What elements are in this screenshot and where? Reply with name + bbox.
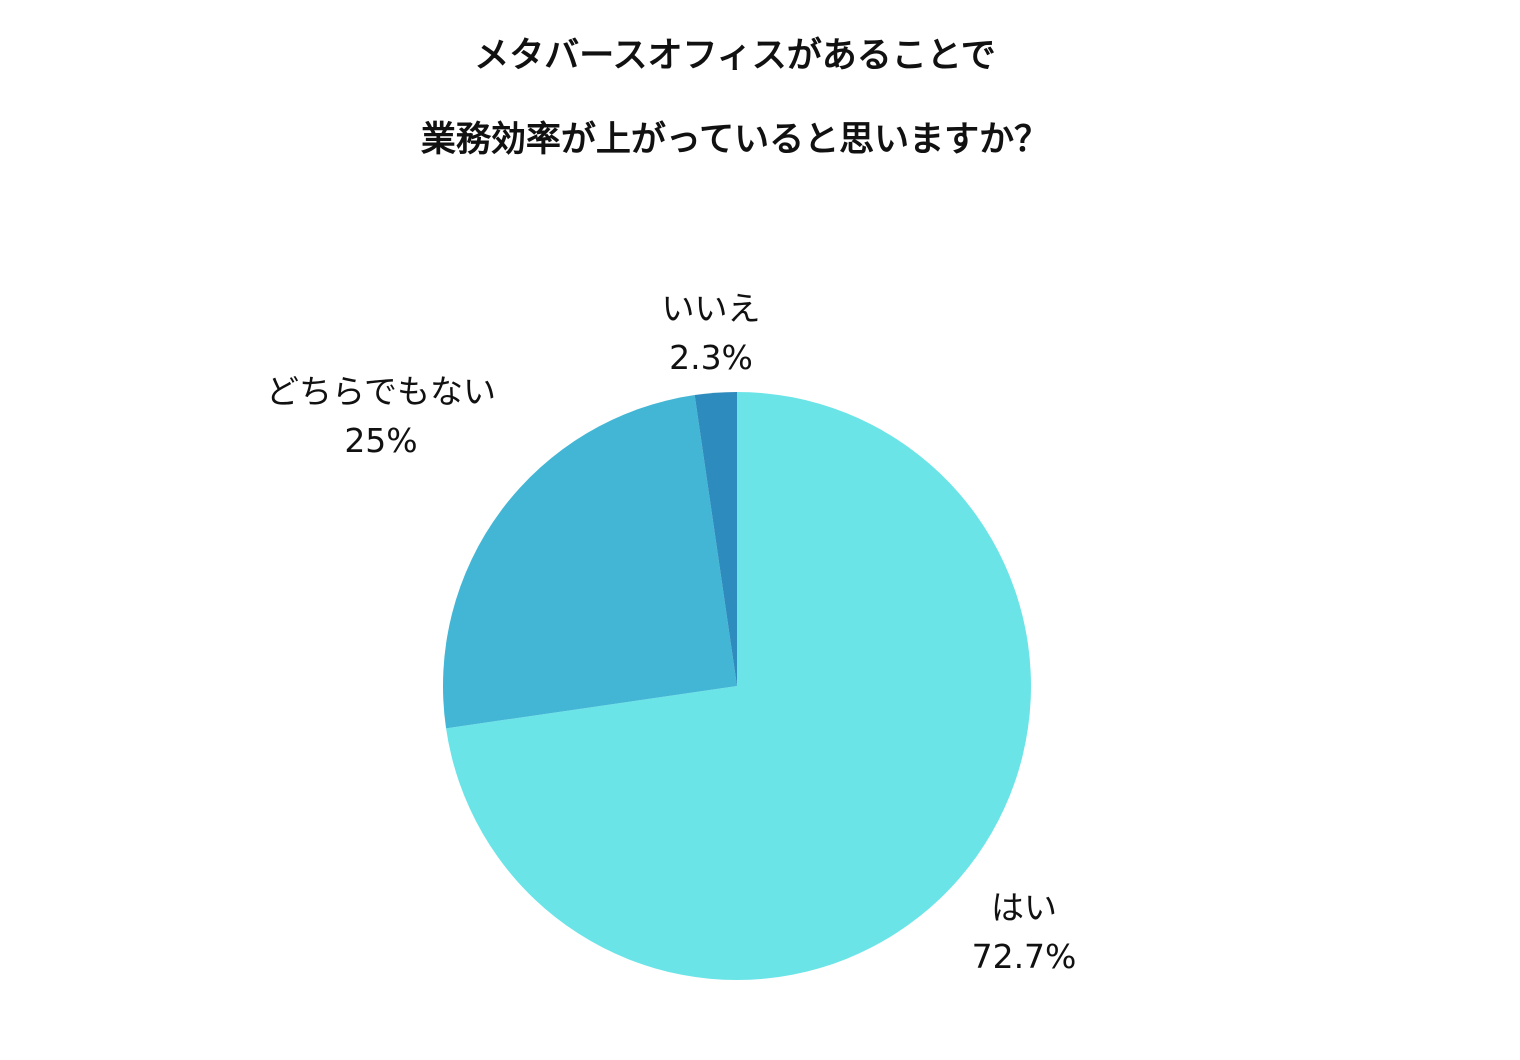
- chart-title-line-1: メタバースオフィスがあることで: [474, 36, 996, 76]
- pie-slice-0: [446, 392, 1031, 981]
- slice-category-label-2: いいえ: [662, 289, 761, 328]
- chart-title-line-2: 業務効率が上がっていると思いますか？: [420, 120, 1050, 160]
- slice-category-label-0: はい: [991, 888, 1057, 927]
- pie-slice-2: [694, 392, 737, 686]
- slice-value-label-2: 2.3%: [669, 338, 753, 377]
- slice-value-label-1: 25%: [344, 421, 417, 460]
- pie-labels: はい 72.7% どちらでもない 25% いいえ 2.3%: [266, 289, 1076, 976]
- slice-value-label-0: 72.7%: [972, 937, 1077, 976]
- pie-slice-1: [442, 395, 737, 729]
- pie-slices: [442, 392, 1031, 981]
- slice-category-label-1: どちらでもない: [266, 372, 496, 411]
